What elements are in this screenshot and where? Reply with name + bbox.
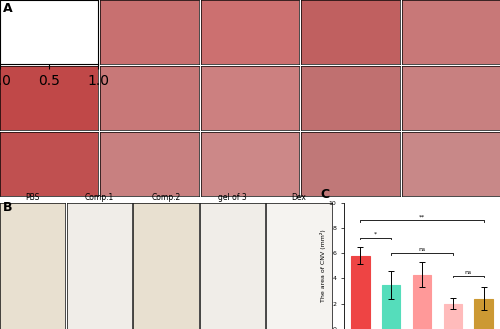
- Title: PBS: PBS: [26, 193, 40, 202]
- Text: ns: ns: [464, 270, 472, 275]
- Text: ns: ns: [418, 247, 426, 252]
- Title: Comp.2: Comp.2: [151, 193, 180, 202]
- Y-axis label: The area of CNV (mm²): The area of CNV (mm²): [320, 229, 326, 302]
- Text: B: B: [2, 201, 12, 214]
- Bar: [412, 275, 431, 329]
- Bar: [382, 285, 400, 329]
- Text: A: A: [2, 2, 12, 15]
- Title: Comp.1: Comp.1: [84, 193, 114, 202]
- Bar: [351, 256, 370, 329]
- Bar: [444, 304, 462, 329]
- Text: **: **: [419, 214, 425, 219]
- Text: *: *: [374, 232, 377, 237]
- Bar: [474, 299, 493, 329]
- Title: Dex: Dex: [292, 193, 306, 202]
- Text: C: C: [320, 189, 330, 201]
- Title: gel of 3: gel of 3: [218, 193, 247, 202]
